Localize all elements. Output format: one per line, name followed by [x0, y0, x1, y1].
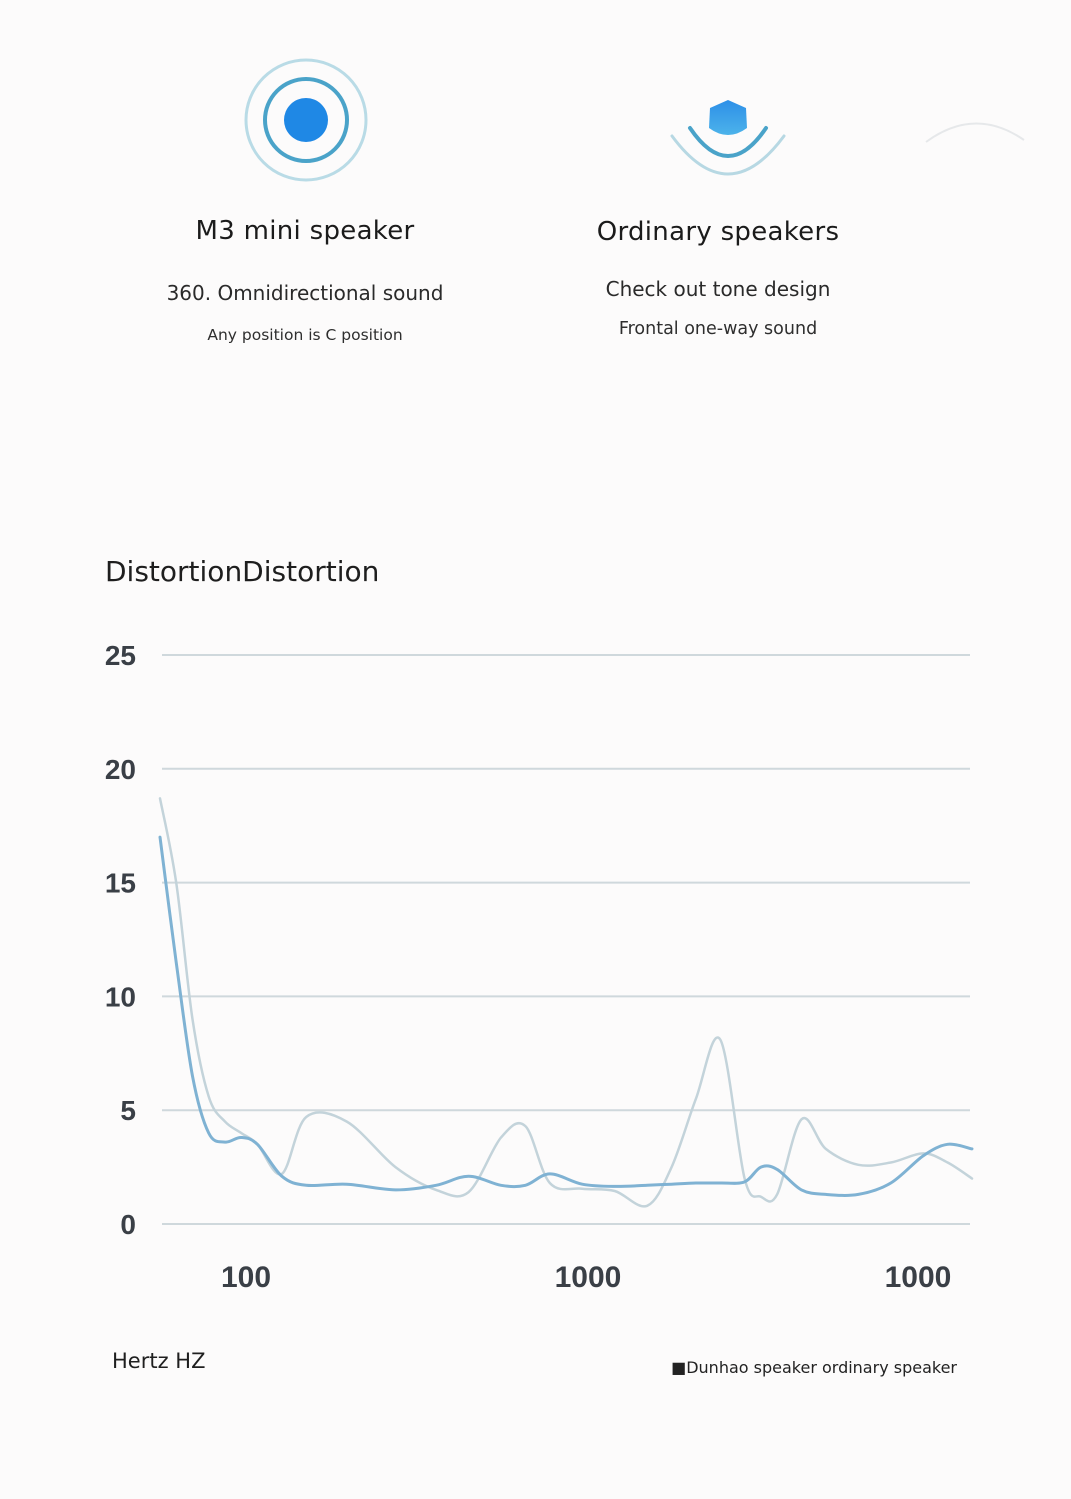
ordinary-speakers-title: Ordinary speakers [596, 217, 840, 247]
omnidirectional-sound-text: 360. Omnidirectional sound [166, 281, 444, 305]
y-tick-label: 15 [105, 868, 136, 899]
y-tick-label: 10 [105, 981, 136, 1012]
directional-sound-icon [670, 100, 786, 176]
tone-design-text: Check out tone design [605, 277, 831, 301]
x-axis-ticks: 100 1000 1000 [221, 1261, 951, 1294]
decorative-arc [925, 122, 1025, 143]
x-tick-label: 1000 [555, 1261, 622, 1294]
x-axis-label: Hertz HZ [112, 1349, 206, 1373]
m3-mini-speaker-title: M3 mini speaker [195, 216, 415, 246]
x-tick-label: 1000 [885, 1261, 952, 1294]
chart-series [158, 797, 974, 1208]
x-tick-label: 100 [221, 1261, 271, 1294]
y-tick-label: 25 [105, 640, 136, 671]
frontal-sound-text: Frontal one-way sound [618, 319, 818, 339]
series-line-1 [158, 835, 974, 1197]
omnidirectional-sound-icon [244, 58, 368, 182]
series-line-2 [158, 797, 974, 1208]
chart-gridlines [162, 654, 970, 1225]
chart-title: DistortionDistortion [105, 555, 380, 588]
any-position-text: Any position is C position [207, 326, 403, 344]
y-tick-label: 20 [105, 754, 136, 785]
y-tick-label: 0 [120, 1209, 136, 1240]
chart-legend: ■Dunhao speaker ordinary speaker [671, 1358, 957, 1377]
y-tick-label: 5 [120, 1095, 136, 1126]
y-axis-ticks: 0 5 10 15 20 25 [105, 640, 136, 1240]
